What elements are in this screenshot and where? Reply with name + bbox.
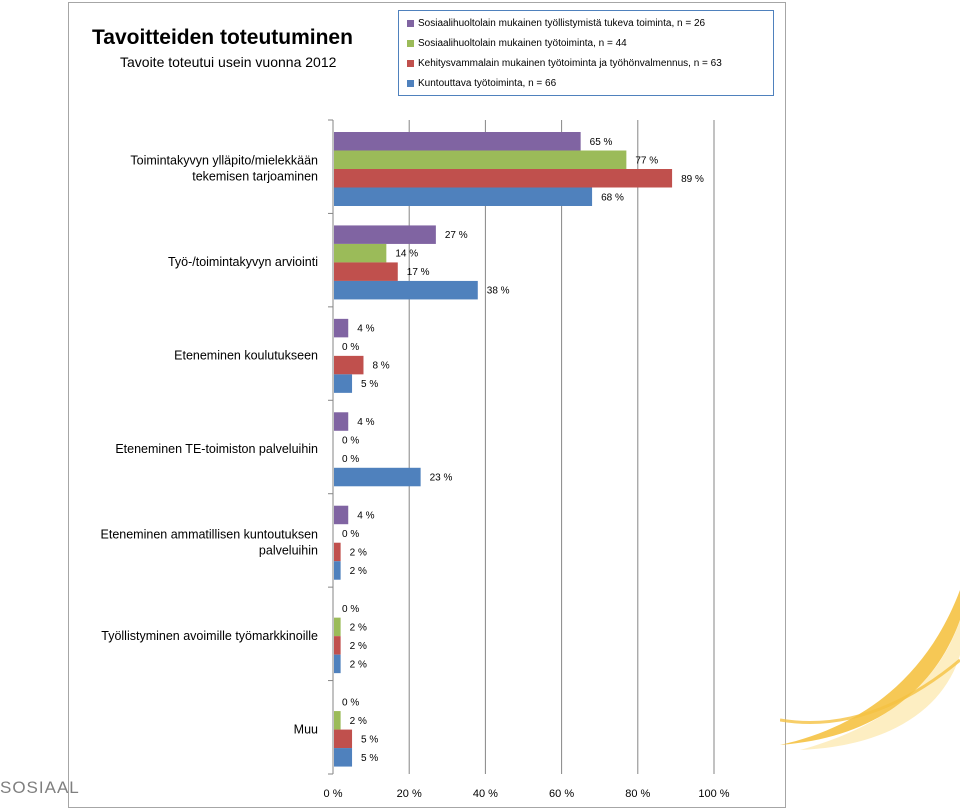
bar-2-cat-2 [334, 243, 387, 263]
data-label: 0 % [342, 529, 359, 540]
bar-4-cat-6 [334, 654, 341, 674]
bar-1-cat-1 [334, 132, 581, 151]
bar-1-cat-2 [334, 225, 436, 244]
decorative-swoosh-graphic [780, 590, 960, 750]
data-label: 4 % [357, 417, 374, 428]
legend-item-series-2: Sosiaalihuoltolain mukainen työtoiminta,… [407, 35, 627, 51]
data-label: 0 % [342, 436, 359, 447]
data-label: 2 % [350, 641, 367, 652]
x-tick-label: 0 % [324, 788, 343, 800]
bar-3-cat-7 [334, 729, 353, 749]
bar-1-cat-4 [334, 412, 349, 431]
legend-swatch-series-4 [407, 79, 414, 87]
data-label: 65 % [590, 137, 613, 148]
gridlines [328, 119, 715, 775]
bars [334, 132, 673, 767]
legend-item-series-4: Kuntouttava työtoiminta, n = 66 [407, 75, 556, 91]
legend-swatch-series-3 [407, 59, 414, 67]
bar-4-cat-4 [334, 467, 421, 487]
legend-label-series-1: Sosiaalihuoltolain mukainen työllistymis… [418, 17, 706, 29]
bar-2-cat-7 [334, 711, 341, 730]
bar-4-cat-2 [334, 280, 478, 300]
data-label: 5 % [361, 379, 378, 390]
bar-1-cat-3 [334, 318, 349, 338]
bar-3-cat-1 [334, 169, 673, 188]
bar-4-cat-1 [334, 187, 593, 206]
bar-3-cat-3 [334, 355, 364, 375]
bar-3-cat-6 [334, 636, 341, 655]
data-label: 4 % [357, 324, 374, 335]
bar-2-cat-1 [334, 150, 627, 169]
legend-item-series-3: Kehitysvammalain mukainen työtoiminta ja… [407, 55, 722, 71]
data-label: 0 % [342, 604, 359, 615]
data-label: 17 % [407, 267, 430, 278]
labels: 0 % 20 % 40 % 60 % 80 % 100 % 65 % 77 % 89 % 68 %… [101, 137, 730, 800]
data-label: 2 % [350, 566, 367, 577]
category-label: Eteneminen TE-toimiston palveluihin [115, 442, 318, 456]
bar-4-cat-3 [334, 374, 353, 393]
bar-3-cat-5 [334, 542, 341, 562]
data-label: 5 % [361, 734, 378, 745]
data-label: 14 % [395, 249, 418, 260]
chart-legend: Sosiaalihuoltolain mukainen työllistymis… [398, 10, 774, 96]
x-tick-label: 40 % [473, 788, 498, 800]
category-label: tekemisen tarjoaminen [192, 170, 318, 184]
data-label: 89 % [681, 174, 704, 185]
legend-swatch-series-1 [407, 19, 414, 27]
legend-label-series-3: Kehitysvammalain mukainen työtoiminta ja… [418, 57, 722, 69]
x-tick-label: 20 % [397, 788, 422, 800]
category-label: Toimintakyvyn ylläpito/mielekkään [130, 154, 318, 168]
category-label: palveluihin [259, 543, 318, 557]
category-label: Muu [294, 722, 318, 736]
category-label: Työ-/toimintakyvyn arviointi [168, 255, 318, 269]
data-label: 5 % [361, 753, 378, 764]
data-label: 2 % [350, 622, 367, 633]
legend-item-series-1: Sosiaalihuoltolain mukainen työllistymis… [407, 15, 705, 31]
data-label: 38 % [487, 286, 510, 297]
footer-text: SOSIAAL [0, 778, 80, 797]
chart-subtitle: Tavoite toteutui usein vuonna 2012 [120, 54, 337, 70]
category-label: Eteneminen ammatillisen kuntoutuksen [101, 527, 319, 541]
legend-swatch-series-2 [407, 39, 414, 47]
data-label: 2 % [350, 716, 367, 727]
bar-4-cat-5 [334, 561, 341, 580]
data-label: 0 % [342, 697, 359, 708]
chart-title: Tavoitteiden toteutuminen [92, 26, 353, 49]
bar-2-cat-6 [334, 617, 341, 637]
category-label: Työllistyminen avoimille työmarkkinoille [101, 629, 318, 643]
data-label: 4 % [357, 510, 374, 521]
data-label: 2 % [350, 659, 367, 670]
legend-label-series-2: Sosiaalihuoltolain mukainen työtoiminta,… [418, 37, 627, 49]
x-tick-label: 80 % [625, 788, 650, 800]
data-label: 23 % [430, 473, 453, 484]
data-label: 27 % [445, 230, 468, 241]
data-label: 0 % [342, 454, 359, 465]
data-label: 8 % [372, 361, 389, 372]
bar-1-cat-5 [334, 505, 349, 525]
data-label: 2 % [350, 547, 367, 558]
bar-3-cat-2 [334, 262, 398, 281]
category-label: Eteneminen koulutukseen [174, 349, 318, 363]
bar-4-cat-7 [334, 748, 353, 767]
x-tick-label: 100 % [698, 788, 729, 800]
data-label: 77 % [635, 155, 658, 166]
legend-label-series-4: Kuntouttava työtoiminta, n = 66 [418, 77, 557, 89]
data-label: 68 % [601, 192, 624, 203]
data-label: 0 % [342, 342, 359, 353]
x-tick-label: 60 % [549, 788, 574, 800]
